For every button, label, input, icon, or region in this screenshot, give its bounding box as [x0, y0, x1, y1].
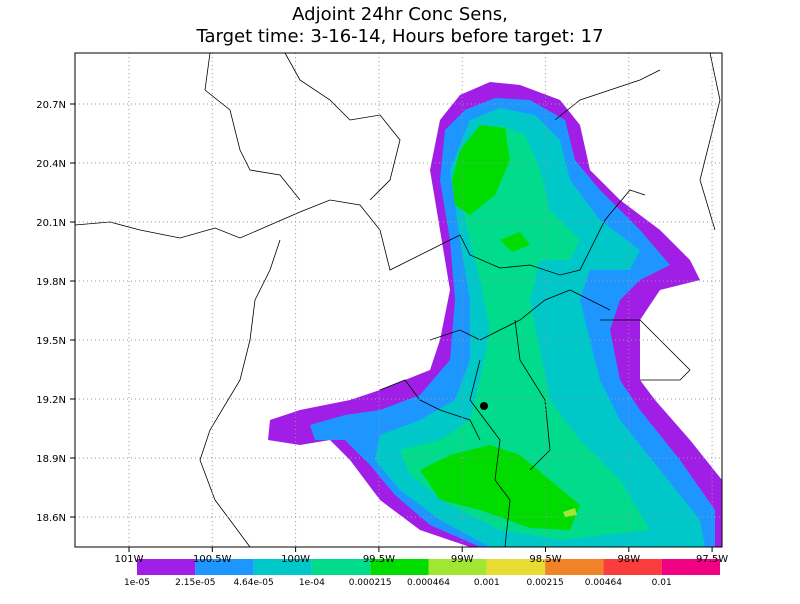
legend-label: 0.000215	[349, 578, 392, 588]
borders	[74, 52, 721, 548]
legend-swatch	[311, 559, 371, 575]
lon-label: 100W	[281, 554, 310, 565]
lat-label: 20.4N	[36, 159, 66, 170]
legend-swatch	[661, 559, 720, 575]
legend-label: 0.00215	[526, 578, 563, 588]
legend-label: 0.00464	[585, 578, 622, 588]
legend-swatch	[195, 559, 254, 575]
lat-label: 20.1N	[36, 218, 66, 229]
legend-label: 0.01	[652, 578, 672, 588]
legend-label: 1e-04	[299, 578, 325, 588]
lat-label: 18.9N	[36, 454, 66, 465]
title: Target time: 3-16-14, Hours before targe…	[195, 26, 603, 47]
graticule	[70, 53, 722, 552]
legend-swatch	[370, 559, 429, 575]
legend-label: 1e-05	[124, 578, 150, 588]
lat-label: 19.2N	[36, 395, 66, 406]
lat-label: 19.5N	[36, 336, 66, 347]
lon-label: 99W	[451, 554, 474, 565]
lon-label: 97.5W	[696, 554, 728, 565]
legend-label: 0.001	[474, 578, 500, 588]
map-frame	[74, 52, 723, 548]
legend-swatch	[545, 559, 604, 575]
legend-swatch	[253, 559, 312, 575]
lat-label: 19.8N	[36, 277, 66, 288]
legend-swatch	[137, 559, 196, 575]
lon-label: 101W	[115, 554, 144, 565]
legend-swatch	[486, 559, 546, 575]
legend-label: 2.15e-05	[175, 578, 215, 588]
target-point	[480, 402, 488, 410]
title: Adjoint 24hr Conc Sens,	[292, 4, 508, 25]
legend-swatch	[428, 559, 487, 575]
legend-label: 4.64e-05	[233, 578, 273, 588]
lat-label: 18.6N	[36, 513, 66, 524]
legend-label: 0.000464	[407, 578, 450, 588]
lon-label: 98.5W	[529, 554, 561, 565]
lon-label: 100.5W	[193, 554, 232, 565]
legend-swatch	[603, 559, 662, 575]
lon-label: 99.5W	[363, 554, 395, 565]
contour-fill	[268, 82, 722, 547]
colorbar: 1e-05 2.15e-05 4.64e-05 1e-04 0.000215 0.0004…	[124, 559, 720, 588]
lon-label: 98W	[617, 554, 640, 565]
lat-label: 20.7N	[36, 100, 66, 111]
